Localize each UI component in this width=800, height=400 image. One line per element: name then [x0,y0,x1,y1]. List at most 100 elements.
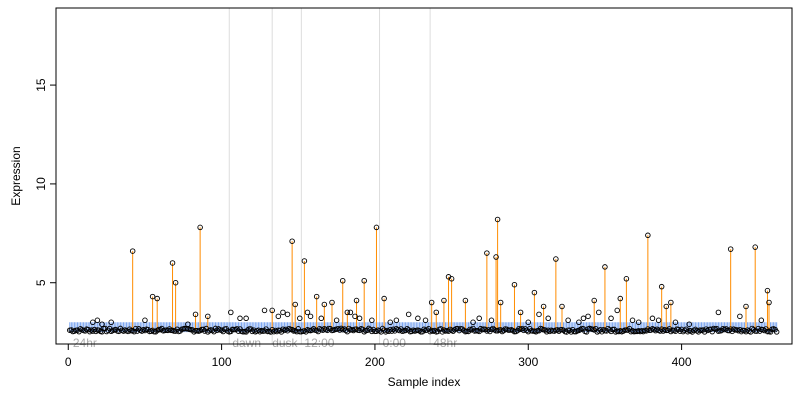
peak-point [517,309,524,316]
data-point [686,321,693,327]
data-point [614,307,620,314]
baseline-point [640,328,647,335]
data-point [352,313,358,320]
data-point [237,315,243,322]
baseline-point [519,325,525,332]
baseline-point [404,326,410,332]
section-label: 12:00 [304,336,334,350]
x-tick-label: 100 [212,355,232,369]
baseline-point [139,328,145,334]
baseline-point [385,328,392,335]
peak-point [497,299,504,306]
data-point [649,315,656,322]
data-point [280,309,286,316]
data-point [275,313,282,320]
peak-point [441,297,447,304]
data-point [470,319,476,326]
y-axis: 5 10 15 [34,78,57,286]
data-point [304,309,311,316]
peak-point [172,279,179,286]
data-point [108,319,114,326]
peak-point [339,278,346,284]
baseline-point [583,329,590,335]
data-point [415,315,421,322]
data-point [545,315,551,322]
peak-point [668,299,674,306]
baseline-point [344,328,351,335]
peak-point [344,309,351,316]
baseline-point [482,326,489,333]
baseline-point [695,329,702,335]
data-point [629,317,636,324]
baseline-point [543,329,550,335]
data-point [261,307,268,314]
peak-point [329,299,335,306]
x-axis: 0 100 200 300 400 [65,343,692,369]
peak-point [192,311,199,318]
data-point [655,317,662,324]
baseline-point [438,326,444,332]
data-point [369,317,375,324]
baseline-point [289,326,295,333]
data-point [318,315,325,322]
section-label: 0:00 [383,336,407,350]
peak-point [289,238,295,244]
peak-point [433,309,440,316]
peak-point [301,258,308,264]
peak-point [361,278,367,284]
baseline-point [126,326,133,332]
baseline-point [200,326,206,333]
data-points [67,216,780,335]
peak-point [752,244,758,250]
section-label: 24hr [73,336,97,350]
baseline-point [666,326,673,332]
baseline-point [86,328,93,335]
data-point [347,309,354,316]
peak-point [766,299,772,306]
baseline-point [218,327,225,334]
peak-point [205,313,211,320]
y-tick-label: 10 [34,177,48,191]
data-point [333,317,340,324]
baseline-point [382,329,389,335]
x-tick-label: 300 [518,355,538,369]
peak-point [169,260,176,266]
baseline-point [310,325,317,332]
peak-point [269,307,275,314]
x-tick-label: 0 [65,355,72,369]
data-point [596,309,602,316]
peak-point [149,293,156,300]
data-point [185,321,191,327]
peak-point [428,299,435,306]
peak-point [494,216,501,223]
section-label: dawn [232,336,261,350]
section-dividers [228,8,431,344]
baseline-point [476,328,482,335]
baseline-point [128,327,134,334]
peak-point [511,281,518,288]
peak-point [154,295,160,302]
data-point [90,319,96,326]
data-point [387,319,394,326]
section-label: 48hr [433,336,457,350]
baseline-point [701,329,708,335]
data-point [243,315,249,322]
data-point [405,311,412,318]
baseline-point [295,326,302,332]
baseline-point [338,325,344,332]
data-point [284,311,291,318]
baseline-point [278,329,285,335]
data-point [635,319,642,326]
baseline-point [96,327,102,333]
data-point [297,315,303,322]
x-axis-title: Sample index [388,375,461,389]
peak-point [553,256,559,262]
peak-point [602,264,608,270]
data-point [356,315,363,322]
data-point [393,317,400,324]
data-point [576,319,582,326]
baseline-point [166,326,173,332]
peak-point [531,289,538,296]
baseline-point [773,329,780,335]
